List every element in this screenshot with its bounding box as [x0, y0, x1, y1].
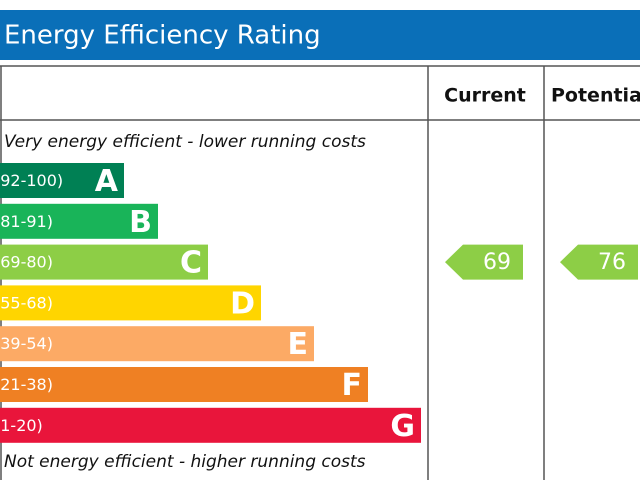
band-range: (55-68): [0, 293, 53, 312]
band-range: (92-100): [0, 171, 63, 190]
band-range: (81-91): [0, 212, 53, 231]
band-range: (1-20): [0, 416, 43, 435]
band-bar: [0, 203, 158, 239]
rating-arrow: [560, 244, 638, 280]
band-letter: D: [230, 286, 255, 321]
rating-value: 69: [483, 250, 511, 275]
top-note: Very energy efficient - lower running co…: [4, 132, 366, 152]
band-letter: F: [342, 368, 363, 403]
band-letter: B: [129, 205, 152, 240]
title: Energy Efficiency Rating: [4, 21, 321, 51]
band-bar: [0, 407, 421, 443]
header-potential: Potential: [551, 85, 640, 107]
band-range: (39-54): [0, 334, 53, 353]
band-letter: C: [180, 246, 202, 281]
band-bar: [0, 244, 208, 280]
band-bar: [0, 367, 368, 402]
band-bar: [0, 285, 261, 321]
band-range: (69-80): [0, 253, 53, 272]
rating-arrow: [445, 244, 523, 280]
band-range: (21-38): [0, 375, 53, 394]
band-letter: E: [288, 327, 309, 362]
rating-value: 76: [598, 250, 626, 275]
band-letter: A: [95, 164, 119, 199]
header-current: Current: [444, 85, 526, 107]
band-bar: [0, 163, 124, 198]
title-bar: [0, 10, 640, 60]
band-bar: [0, 326, 314, 362]
bottom-note: Not energy efficient - higher running co…: [4, 452, 366, 472]
band-letter: G: [390, 409, 415, 444]
